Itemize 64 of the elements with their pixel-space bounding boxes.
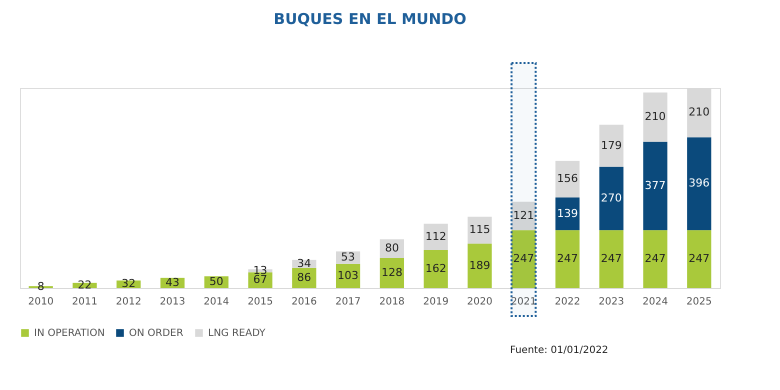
x-tick-label: 2015 [248, 296, 274, 308]
data-label: 86 [297, 270, 312, 284]
data-label: 396 [688, 176, 710, 190]
data-label: 53 [341, 250, 356, 264]
data-label: 67 [253, 273, 268, 286]
x-tick-label: 2023 [598, 296, 624, 308]
bar [599, 230, 624, 288]
bar [424, 250, 448, 288]
legend-label: ON ORDER [129, 328, 184, 339]
data-label: 43 [166, 276, 180, 289]
data-label: 189 [469, 258, 490, 272]
bar [687, 137, 712, 230]
bar [643, 92, 668, 142]
bar [555, 230, 580, 288]
data-label: 156 [556, 172, 578, 186]
data-label: 179 [600, 138, 622, 152]
data-label: 80 [384, 242, 399, 255]
x-tick-label: 2012 [116, 296, 142, 308]
bar [468, 244, 492, 288]
x-tick-label: 2011 [72, 296, 98, 308]
bar [555, 160, 580, 198]
x-tick-label: 2016 [291, 296, 317, 308]
bar [643, 142, 668, 230]
data-label: 162 [425, 262, 446, 276]
data-label: 210 [688, 106, 710, 119]
x-tick-label: 2013 [160, 296, 186, 308]
data-label: 34 [297, 256, 312, 270]
x-tick-label: 2021 [510, 296, 536, 308]
bar [599, 166, 624, 230]
data-label: 50 [209, 275, 224, 288]
data-label: 247 [688, 252, 710, 266]
x-tick-label: 2018 [379, 296, 405, 308]
bar [687, 230, 712, 288]
x-tick-label: 2025 [686, 296, 712, 308]
bar [512, 230, 536, 288]
data-label: 247 [513, 252, 534, 266]
data-label: 121 [513, 208, 534, 222]
legend-label: IN OPERATION [34, 328, 105, 339]
data-label: 270 [600, 191, 622, 204]
data-label: 32 [122, 277, 136, 290]
bar [468, 216, 492, 244]
data-label: 377 [644, 178, 666, 192]
source-note: Fuente: 01/01/2022 [510, 345, 608, 356]
x-tick-label: 2020 [466, 296, 492, 308]
data-label: 128 [381, 266, 402, 279]
x-tick-label: 2010 [28, 296, 54, 308]
data-label: 247 [556, 252, 578, 266]
x-tick-label: 2014 [204, 296, 230, 308]
x-tick-label: 2022 [554, 296, 580, 308]
data-label: 247 [600, 252, 622, 266]
data-label: 210 [644, 110, 666, 124]
x-tick-label: 2017 [335, 296, 361, 308]
bar [512, 202, 536, 230]
legend-label: LNG READY [208, 328, 266, 339]
x-tick-label: 2019 [423, 296, 449, 308]
x-tick-label: 2024 [642, 296, 668, 308]
data-label: 112 [425, 230, 446, 243]
data-label: 247 [644, 252, 666, 266]
data-label: 139 [556, 206, 578, 220]
bar [599, 124, 624, 167]
bar [643, 230, 668, 288]
data-label: 115 [469, 223, 490, 236]
chart-title: BUQUES EN EL MUNDO [274, 10, 466, 28]
data-label: 103 [338, 268, 359, 282]
